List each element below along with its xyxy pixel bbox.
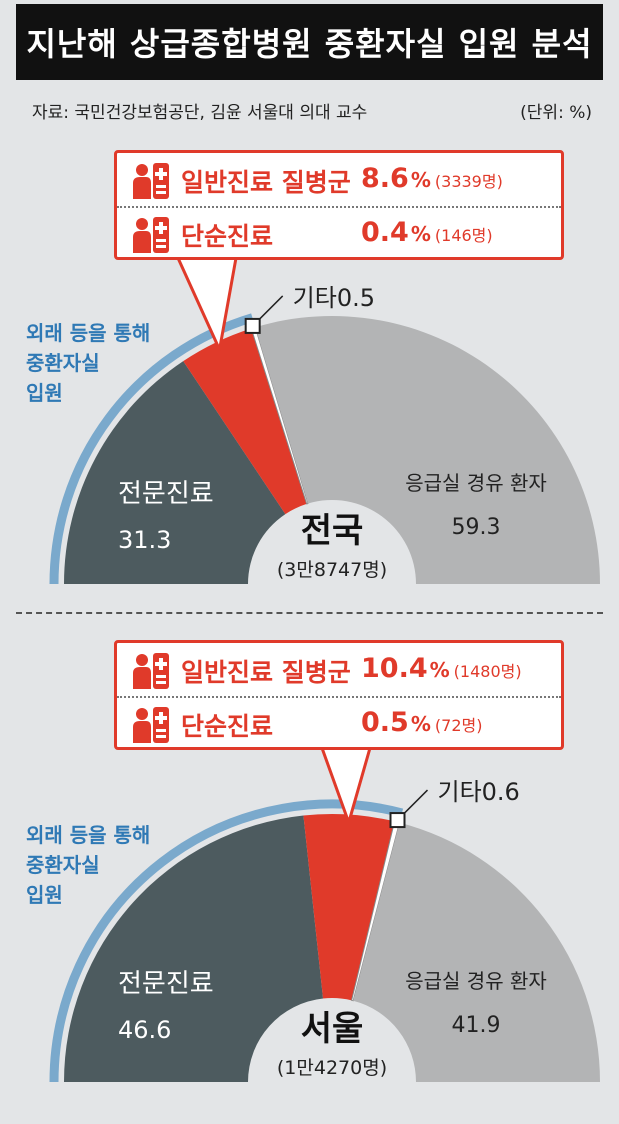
arc-caption: 입원 bbox=[26, 381, 63, 405]
arc-caption: 외래 등을 통해 bbox=[26, 321, 150, 345]
callout-count: (3339명) bbox=[434, 172, 503, 191]
emergency-label: 응급실 경유 환자 bbox=[405, 969, 547, 993]
callout-percent-sign: % bbox=[410, 222, 431, 246]
callout-label: 단순진료 bbox=[181, 222, 274, 251]
hospital-bed-icon bbox=[133, 163, 169, 199]
section-divider bbox=[16, 612, 603, 614]
outpatient-arc bbox=[49, 313, 254, 585]
arc-caption: 입원 bbox=[26, 883, 63, 907]
region-label: 서울 bbox=[301, 1009, 364, 1049]
specialist-label: 전문진료 bbox=[118, 479, 214, 509]
callout-value-group: 0.4 % (146명) bbox=[361, 209, 561, 261]
callout-value: 0.5 bbox=[361, 707, 409, 738]
chart-title: 지난해 상급종합병원 중환자실 입원 분석 bbox=[16, 4, 603, 80]
other-marker bbox=[389, 812, 406, 829]
arc-caption: 중환자실 bbox=[26, 351, 100, 375]
callout-pointer bbox=[320, 746, 372, 825]
region-label: 전국 bbox=[301, 511, 364, 551]
callout-value-group: 8.6 % (3339명) bbox=[361, 155, 561, 207]
specialist-value: 46.6 bbox=[118, 1016, 171, 1044]
callout-separator bbox=[117, 206, 561, 208]
callout-count: (146명) bbox=[434, 226, 493, 245]
emergency-value: 41.9 bbox=[452, 1013, 501, 1038]
callout-row-simple: 단순진료 0.4 % (146명) bbox=[117, 209, 561, 261]
callout-label: 일반진료 질병군 bbox=[181, 168, 351, 197]
slice-specialist bbox=[64, 361, 286, 584]
specialist-value: 31.3 bbox=[118, 526, 171, 554]
slice-emergency bbox=[255, 316, 601, 584]
other-leader bbox=[259, 295, 284, 320]
emergency-label: 응급실 경유 환자 bbox=[405, 471, 547, 495]
callout-row-simple: 단순진료 0.5 % (72명) bbox=[117, 699, 561, 751]
slice-emergency bbox=[353, 822, 600, 1082]
source-note: 자료: 국민건강보험공단, 김윤 서울대 의대 교수 bbox=[32, 103, 368, 123]
callout-percent-sign: % bbox=[410, 168, 431, 192]
callout-value-group: 10.4 % (1480명) bbox=[361, 645, 561, 697]
callout-percent-sign: % bbox=[429, 658, 450, 682]
slice-referral bbox=[303, 814, 395, 1001]
other-label: 기타0.6 bbox=[438, 778, 520, 806]
slice-specialist bbox=[64, 815, 324, 1082]
unit-note: (단위: %) bbox=[520, 103, 592, 123]
callout-value: 0.4 bbox=[361, 217, 409, 248]
callout-seoul: 일반진료 질병군 10.4 % (1480명) 단순진료 0.5 % (72명) bbox=[114, 640, 564, 750]
total-label: (3만8747명) bbox=[277, 559, 387, 581]
callout-percent-sign: % bbox=[410, 712, 431, 736]
callout-label: 일반진료 질병군 bbox=[181, 658, 351, 687]
slice-referral bbox=[183, 328, 307, 515]
callout-count: (72명) bbox=[434, 716, 483, 735]
callout-value-group: 0.5 % (72명) bbox=[361, 699, 561, 751]
callout-value: 10.4 bbox=[361, 653, 428, 684]
hospital-bed-icon bbox=[133, 653, 169, 689]
callout-label: 단순진료 bbox=[181, 712, 274, 741]
emergency-value: 59.3 bbox=[452, 515, 501, 540]
other-marker bbox=[244, 317, 261, 334]
other-leader bbox=[403, 789, 429, 814]
hospital-bed-icon bbox=[133, 217, 169, 253]
hospital-bed-icon bbox=[133, 707, 169, 743]
specialist-label: 전문진료 bbox=[118, 969, 214, 999]
callout-row-general: 일반진료 질병군 8.6 % (3339명) bbox=[117, 155, 561, 207]
total-label: (1만4270명) bbox=[277, 1057, 387, 1079]
arc-caption: 외래 등을 통해 bbox=[26, 823, 150, 847]
callout-count: (1480명) bbox=[453, 662, 522, 681]
callout-separator bbox=[117, 696, 561, 698]
meta-row: 자료: 국민건강보험공단, 김윤 서울대 의대 교수 (단위: %) bbox=[32, 98, 592, 123]
callout-row-general: 일반진료 질병군 10.4 % (1480명) bbox=[117, 645, 561, 697]
callout-value: 8.6 bbox=[361, 163, 409, 194]
other-label: 기타0.5 bbox=[293, 284, 375, 312]
callout-nationwide: 일반진료 질병군 8.6 % (3339명) 단순진료 0.4 % (146명) bbox=[114, 150, 564, 260]
arc-caption: 중환자실 bbox=[26, 853, 100, 877]
outpatient-arc bbox=[49, 799, 404, 1083]
